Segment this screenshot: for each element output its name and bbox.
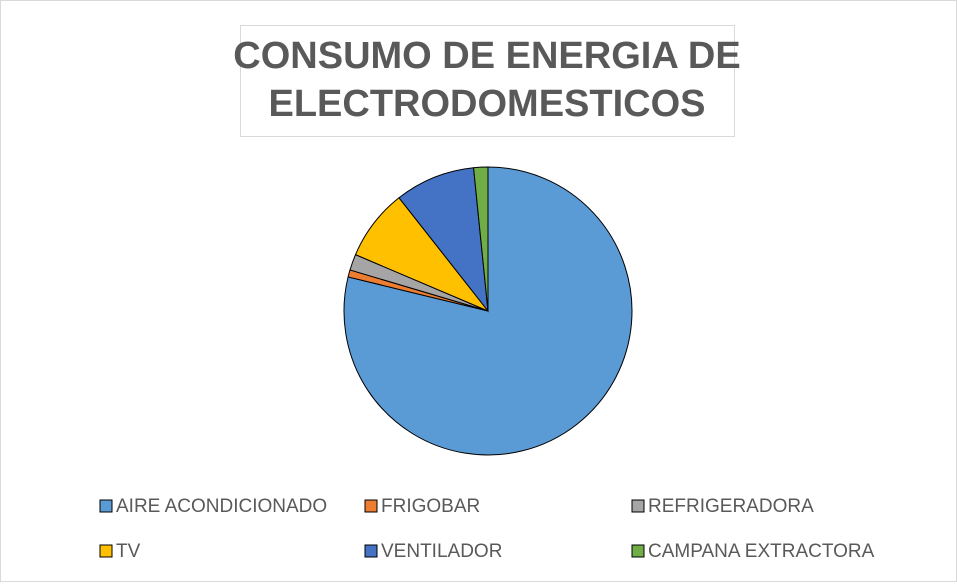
pie-slice (473, 166, 489, 312)
legend-label: VENTILADOR (381, 541, 502, 562)
chart-title: CONSUMO DE ENERGIA DE (233, 35, 740, 77)
legend-label: REFRIGERADORA (648, 496, 814, 517)
legend-swatch (631, 544, 645, 558)
legend-swatch (99, 499, 113, 513)
chart-title: ELECTRODOMESTICOS (268, 83, 705, 125)
legend-label: TV (116, 541, 141, 562)
legend-swatch (364, 544, 378, 558)
legend-swatch (99, 544, 113, 558)
title-box (240, 25, 735, 137)
legend-swatch (364, 499, 378, 513)
legend-label: FRIGOBAR (381, 496, 480, 517)
legend-label: CAMPANA EXTRACTORA (648, 541, 875, 562)
pie-slice (398, 167, 489, 313)
legend-swatch (631, 499, 645, 513)
legend-label: AIRE ACONDICIONADO (116, 496, 327, 517)
